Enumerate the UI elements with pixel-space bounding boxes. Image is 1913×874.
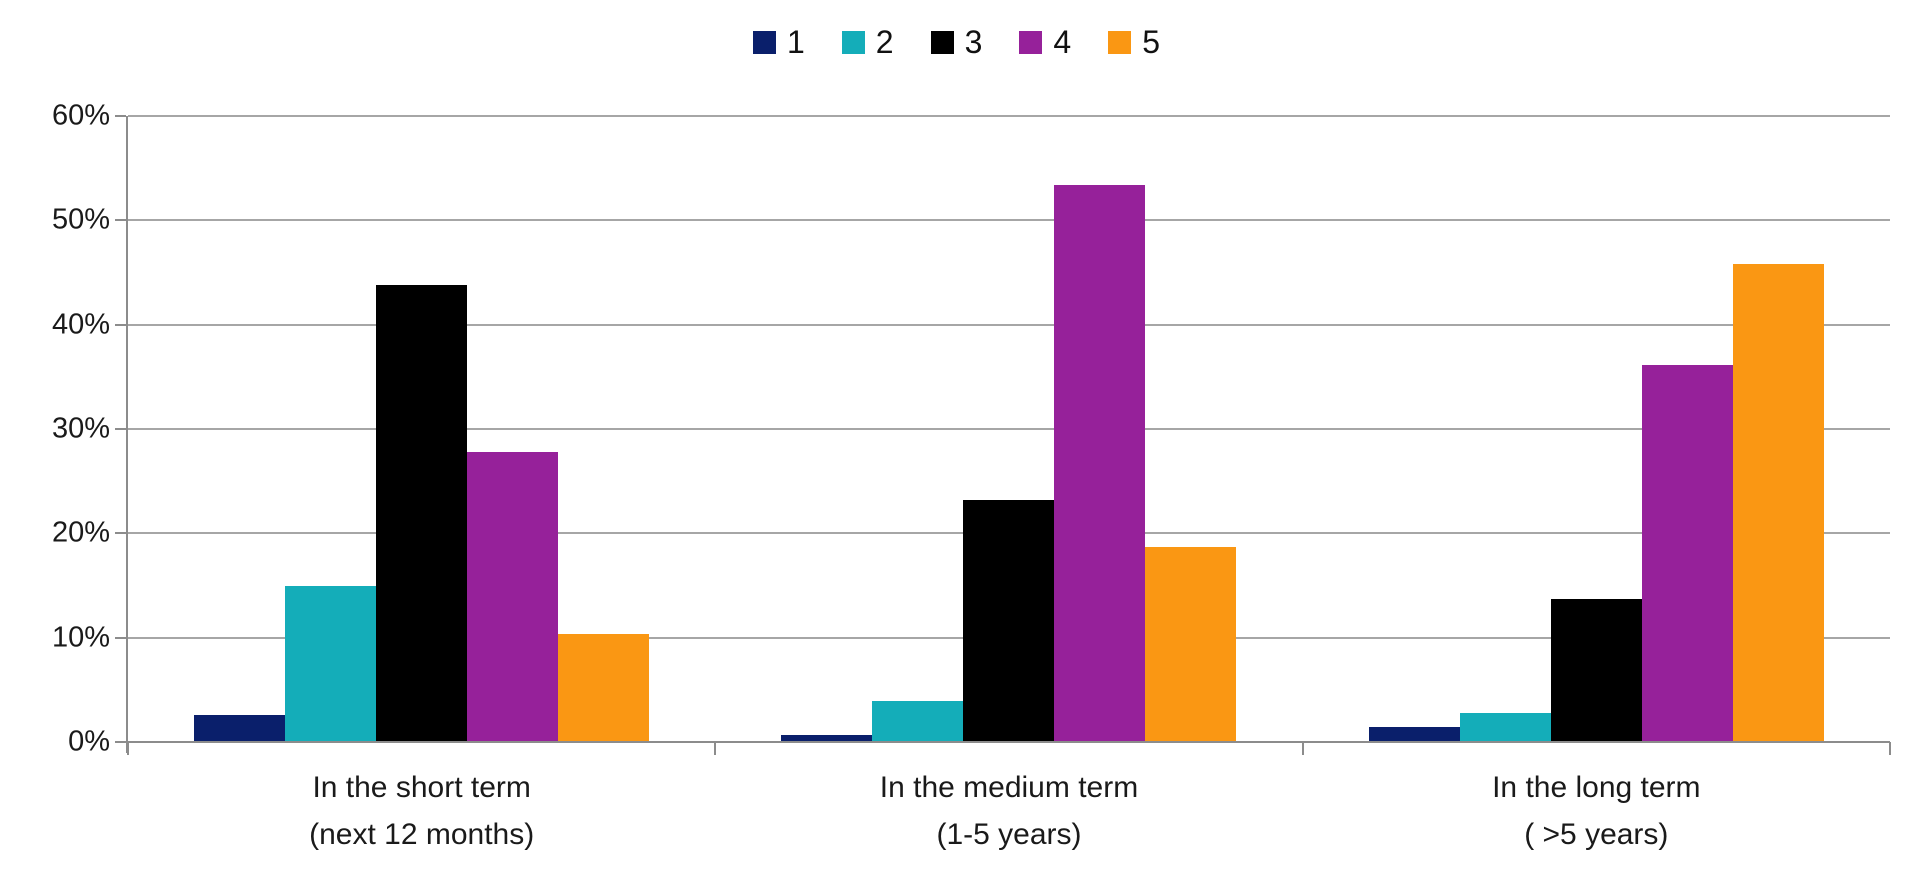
legend-item-3: 3 bbox=[930, 24, 983, 60]
legend-label: 2 bbox=[875, 24, 894, 60]
bar-series-4 bbox=[1641, 365, 1733, 742]
category-label-line: (next 12 months) bbox=[309, 818, 535, 851]
category-label-line: (1-5 years) bbox=[936, 818, 1082, 851]
category-label-line: In the long term bbox=[1492, 771, 1701, 804]
bar-series-2 bbox=[285, 585, 377, 742]
x-axis-tick bbox=[714, 742, 716, 755]
y-tick-label: 0% bbox=[68, 725, 110, 758]
x-axis-tick bbox=[1302, 742, 1304, 755]
category-label-line: ( >5 years) bbox=[1524, 818, 1669, 851]
x-axis-tick bbox=[127, 742, 129, 755]
bar-series-4 bbox=[1054, 184, 1146, 742]
category-label-line: In the medium term bbox=[879, 771, 1139, 804]
y-tick-label: 50% bbox=[51, 203, 110, 236]
bar-series-1 bbox=[194, 714, 286, 742]
y-tick-label: 30% bbox=[51, 412, 110, 445]
legend-swatch-icon bbox=[1108, 30, 1132, 54]
y-axis-tick bbox=[115, 115, 126, 117]
bar-group-1 bbox=[128, 116, 715, 742]
bar-series-5 bbox=[1732, 264, 1824, 742]
y-tick-label: 20% bbox=[51, 516, 110, 549]
gridline-40% bbox=[128, 324, 1890, 326]
bar-series-1 bbox=[781, 734, 873, 742]
y-tick-label: 10% bbox=[51, 621, 110, 654]
legend-label: 5 bbox=[1142, 24, 1160, 60]
legend-label: 4 bbox=[1053, 24, 1072, 60]
y-tick-label: 60% bbox=[51, 99, 110, 132]
legend-swatch-icon bbox=[930, 30, 954, 54]
y-axis-tick bbox=[115, 428, 126, 430]
gridline-0% bbox=[128, 741, 1890, 743]
gridline-30% bbox=[128, 428, 1890, 430]
legend-item-2: 2 bbox=[841, 24, 894, 60]
bar-series-3 bbox=[963, 499, 1055, 742]
plot-area bbox=[115, 115, 1891, 755]
bar-series-5 bbox=[1145, 546, 1237, 742]
gridline-50% bbox=[128, 219, 1890, 221]
bar-series-3 bbox=[1550, 599, 1642, 742]
legend-swatch-icon bbox=[1019, 30, 1043, 54]
category-label: In the medium term (1-5 years) bbox=[715, 764, 1302, 858]
legend-item-1: 1 bbox=[753, 26, 805, 58]
y-axis-line bbox=[126, 116, 128, 753]
x-axis-tick bbox=[1889, 742, 1891, 755]
category-label: In the long term ( >5 years) bbox=[1303, 764, 1890, 858]
y-axis-tick bbox=[115, 324, 126, 326]
legend-item-5: 5 bbox=[1108, 26, 1160, 58]
category-label: In the short term (next 12 months) bbox=[128, 764, 715, 858]
gridline-60% bbox=[128, 115, 1890, 117]
legend-label: 3 bbox=[964, 24, 983, 60]
category-label-line: In the short term bbox=[312, 771, 531, 804]
y-axis-tick bbox=[115, 532, 126, 534]
bar-series-3 bbox=[376, 285, 468, 742]
bar-group-3 bbox=[1303, 116, 1890, 742]
bar-series-2 bbox=[1459, 712, 1551, 742]
bar-series-2 bbox=[872, 701, 964, 742]
chart-legend: 1 2 3 4 5 bbox=[0, 20, 1913, 64]
bar-series-5 bbox=[558, 633, 650, 742]
legend-swatch-icon bbox=[841, 30, 865, 54]
y-axis-tick bbox=[115, 741, 126, 743]
y-axis-tick bbox=[115, 637, 126, 639]
legend-label: 1 bbox=[787, 24, 805, 60]
bar-series-1 bbox=[1368, 727, 1460, 742]
legend-item-4: 4 bbox=[1019, 26, 1071, 58]
y-tick-label: 40% bbox=[51, 308, 110, 341]
bar-group-2 bbox=[715, 116, 1302, 742]
bar-groups bbox=[128, 116, 1890, 742]
legend-swatch-icon bbox=[753, 30, 776, 54]
y-axis-tick bbox=[115, 219, 126, 221]
bar-series-4 bbox=[467, 452, 559, 742]
